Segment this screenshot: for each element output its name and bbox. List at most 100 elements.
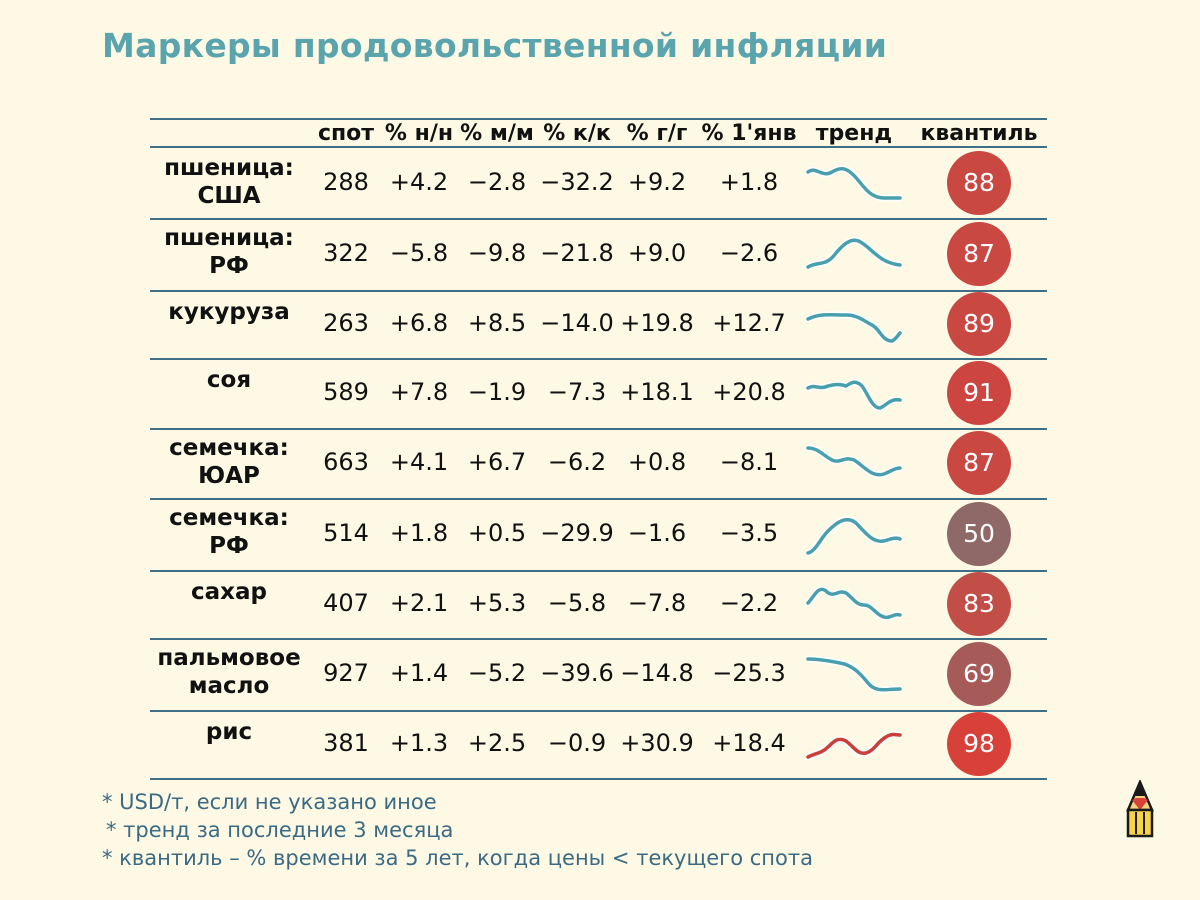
cell-spot: 927	[323, 659, 369, 687]
trend-line	[806, 657, 902, 692]
table-row: пшеница: РФ 322 −5.8 −9.8 −21.8 +9.0 −2.6 87	[150, 218, 1047, 290]
commodity-name: семечка: ЮАР	[150, 434, 308, 490]
header-yoy: % г/г	[626, 121, 688, 146]
trend-line	[806, 312, 902, 343]
commodity-name-line1: пшеница:	[164, 225, 294, 251]
quantile-badge: 83	[947, 572, 1011, 636]
cell-wow: +6.8	[389, 309, 449, 337]
cell-mom: −1.9	[467, 378, 527, 406]
cell-ytd: −8.1	[719, 448, 779, 476]
cell-wow: +1.8	[389, 519, 449, 547]
cell-wow: +1.4	[389, 659, 449, 687]
cell-yoy: +9.0	[627, 239, 687, 267]
row-divider	[150, 290, 1047, 292]
commodity-name-line2: РФ	[209, 533, 249, 559]
commodity-name: сахар	[150, 578, 308, 606]
commodity-name-line1: соя	[206, 367, 252, 393]
trend-line	[806, 732, 902, 759]
cell-ytd: −3.5	[719, 519, 779, 547]
header-wow: % н/н	[384, 121, 454, 146]
header-quantile: квантиль	[920, 121, 1038, 146]
cell-yoy: +19.8	[620, 309, 694, 337]
table-row: рис 381 +1.3 +2.5 −0.9 +30.9 +18.4 98	[150, 710, 1047, 778]
row-divider	[150, 428, 1047, 430]
cell-mom: +5.3	[467, 589, 527, 617]
row-divider	[150, 638, 1047, 640]
commodity-name-line2: РФ	[209, 253, 249, 279]
cell-spot: 263	[323, 309, 369, 337]
commodity-name: пшеница: РФ	[150, 224, 308, 280]
header-spot: спот	[317, 121, 375, 146]
commodity-name-line1: семечка:	[169, 435, 289, 461]
row-divider	[150, 710, 1047, 712]
cell-ytd: +12.7	[712, 309, 786, 337]
trend-sparkline	[806, 655, 902, 694]
commodity-name: семечка: РФ	[150, 504, 308, 560]
cell-wow: +4.1	[389, 448, 449, 476]
trend-sparkline	[806, 311, 902, 345]
commodity-name: пшеница: США	[150, 154, 308, 210]
table-row: кукуруза 263 +6.8 +8.5 −14.0 +19.8 +12.7 89	[150, 290, 1047, 358]
table-row: семечка: РФ 514 +1.8 +0.5 −29.9 −1.6 −3.5 50	[150, 498, 1047, 570]
commodity-name-line1: пшеница:	[164, 155, 294, 181]
table-row: сахар 407 +2.1 +5.3 −5.8 −7.8 −2.2 83	[150, 570, 1047, 638]
header-trend: тренд	[815, 121, 893, 146]
cell-yoy: +0.8	[627, 448, 687, 476]
cell-qoq: −21.8	[540, 239, 614, 267]
footnotes: * USD/т, если не указано иное * тренд за…	[102, 788, 813, 872]
commodity-name-line1: кукуруза	[168, 299, 290, 325]
commodity-name-line2: США	[197, 183, 261, 209]
header-qoq: % к/к	[543, 121, 611, 146]
commodity-name: кукуруза	[150, 298, 308, 326]
cell-qoq: −0.9	[547, 729, 607, 757]
cell-qoq: −32.2	[540, 168, 614, 196]
header-ytd: % 1'янв	[701, 121, 797, 146]
cell-yoy: +9.2	[627, 168, 687, 196]
row-divider	[150, 778, 1047, 780]
cell-spot: 514	[323, 519, 369, 547]
table-row: пшеница: США 288 +4.2 −2.8 −32.2 +9.2 +1.8 88	[150, 148, 1047, 218]
cell-mom: −5.2	[467, 659, 527, 687]
row-divider	[150, 218, 1047, 220]
commodity-name-line1: сахар	[191, 579, 267, 605]
header-bottom-line	[150, 146, 1047, 148]
cell-ytd: +1.8	[719, 168, 779, 196]
footnote-quantile: * квантиль – % времени за 5 лет, когда ц…	[102, 846, 813, 870]
cell-wow: +4.2	[389, 168, 449, 196]
trend-sparkline	[806, 731, 902, 761]
commodity-name-line1: семечка:	[169, 505, 289, 531]
cell-mom: +8.5	[467, 309, 527, 337]
table-row: соя 589 +7.8 −1.9 −7.3 +18.1 +20.8 91	[150, 358, 1047, 428]
table-row: семечка: ЮАР 663 +4.1 +6.7 −6.2 +0.8 −8.1 87	[150, 428, 1047, 498]
cell-ytd: −2.2	[719, 589, 779, 617]
cell-yoy: −14.8	[620, 659, 694, 687]
footnote-currency: * USD/т, если не указано иное	[102, 790, 437, 814]
commodity-name-line2: ЮАР	[198, 463, 260, 489]
cell-yoy: +30.9	[620, 729, 694, 757]
trend-line	[806, 166, 902, 200]
cell-wow: +2.1	[389, 589, 449, 617]
trend-line	[806, 587, 902, 620]
cell-wow: −5.8	[389, 239, 449, 267]
commodity-name-line2: масло	[188, 673, 270, 699]
trend-sparkline	[806, 516, 902, 557]
cell-qoq: −29.9	[540, 519, 614, 547]
cell-yoy: +18.1	[620, 378, 694, 406]
footnote-trend: * тренд за последние 3 месяца	[106, 818, 454, 842]
trend-sparkline	[806, 586, 902, 621]
row-divider	[150, 570, 1047, 572]
cell-qoq: −14.0	[540, 309, 614, 337]
pencil-logo-icon	[1126, 780, 1154, 838]
cell-mom: +2.5	[467, 729, 527, 757]
cell-ytd: −2.6	[719, 239, 779, 267]
quantile-badge: 87	[947, 431, 1011, 495]
cell-wow: +1.3	[389, 729, 449, 757]
quantile-badge: 50	[947, 502, 1011, 566]
cell-wow: +7.8	[389, 378, 449, 406]
commodity-name-line1: пальмовое	[157, 645, 301, 671]
cell-ytd: −25.3	[712, 659, 786, 687]
table-top-line	[150, 118, 1047, 120]
quantile-badge: 89	[947, 292, 1011, 356]
cell-spot: 288	[323, 168, 369, 196]
trend-sparkline	[806, 165, 902, 202]
